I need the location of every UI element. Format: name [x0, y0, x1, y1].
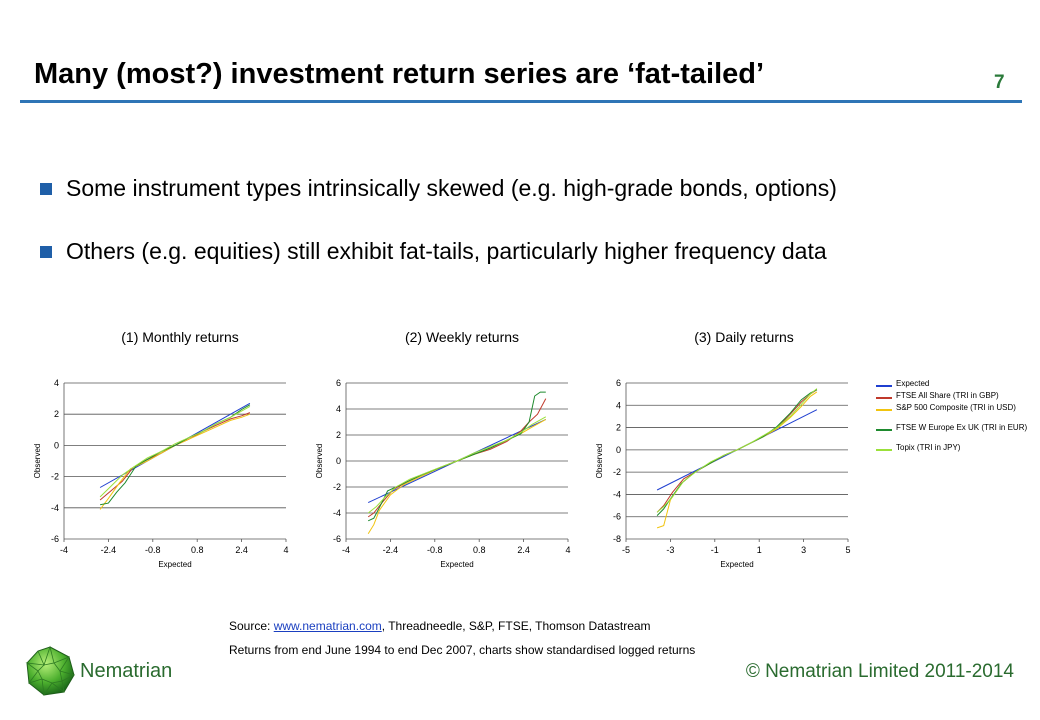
legend-label: FTSE All Share (TRI in GBP) — [896, 391, 999, 400]
x-tick-label: -2.4 — [383, 545, 399, 555]
series-line — [656, 388, 818, 513]
y-tick-label: -2 — [51, 472, 59, 482]
x-tick-label: -4 — [60, 545, 68, 555]
nematrian-logo-icon — [25, 645, 76, 697]
chart-title-monthly: (1) Monthly returns — [121, 329, 239, 345]
y-axis-label: Observed — [315, 444, 324, 479]
chart-title-weekly: (2) Weekly returns — [404, 329, 520, 345]
slide-title: Many (most?) investment return series ar… — [34, 58, 765, 90]
y-tick-label: 4 — [336, 404, 341, 414]
y-tick-label: 2 — [616, 423, 621, 433]
x-tick-label: 1 — [757, 545, 762, 555]
x-tick-label: -5 — [622, 545, 630, 555]
series-line — [367, 391, 546, 522]
y-axis-label: Observed — [33, 444, 42, 479]
y-tick-label: -4 — [333, 508, 341, 518]
y-tick-label: 0 — [616, 445, 621, 455]
x-tick-label: -4 — [342, 545, 350, 555]
series-line — [367, 398, 547, 518]
series-line — [656, 389, 818, 513]
y-tick-label: 2 — [54, 409, 59, 419]
x-tick-label: 0.8 — [473, 545, 486, 555]
series-line — [99, 413, 251, 510]
legend-swatch — [876, 385, 892, 387]
y-tick-label: 2 — [336, 430, 341, 440]
legend-swatch — [876, 429, 892, 431]
x-tick-label: -0.8 — [145, 545, 161, 555]
series-line — [367, 418, 547, 535]
data-note: Returns from end June 1994 to end Dec 20… — [229, 643, 696, 657]
legend-swatch — [876, 449, 892, 451]
legend-label: Topix (TRI in JPY) — [896, 443, 961, 452]
source-rest: , Threadneedle, S&P, FTSE, Thomson Datas… — [381, 619, 651, 633]
y-axis-label: Observed — [595, 444, 604, 479]
title-divider — [20, 100, 1022, 103]
y-tick-label: 0 — [336, 456, 341, 466]
y-tick-label: -2 — [613, 467, 621, 477]
y-tick-label: -6 — [613, 512, 621, 522]
bullet-square-icon — [40, 183, 52, 195]
bullet-text: Some instrument types intrinsically skew… — [66, 175, 837, 201]
bullet-text: Others (e.g. equities) still exhibit fat… — [66, 238, 827, 264]
series-line — [656, 391, 818, 529]
x-tick-label: -1 — [711, 545, 719, 555]
x-tick-label: 3 — [801, 545, 806, 555]
y-tick-label: -6 — [333, 534, 341, 544]
y-tick-label: -4 — [51, 503, 59, 513]
x-tick-label: -2.4 — [101, 545, 117, 555]
brand-name: Nematrian — [80, 660, 173, 682]
legend-label: FTSE W Europe Ex UK (TRI in EUR) — [896, 423, 1028, 432]
x-tick-label: 4 — [565, 545, 570, 555]
series-line — [367, 416, 547, 514]
legend-label: Expected — [896, 379, 930, 388]
y-tick-label: 0 — [54, 440, 59, 450]
y-tick-label: 6 — [616, 378, 621, 388]
series-line — [99, 405, 251, 498]
x-tick-label: -3 — [666, 545, 674, 555]
y-tick-label: 4 — [54, 378, 59, 388]
source-line: Source: www.nematrian.com, Threadneedle,… — [229, 619, 651, 633]
x-axis-label: Expected — [158, 560, 191, 569]
x-axis-label: Expected — [440, 560, 473, 569]
legend-swatch — [876, 397, 892, 399]
chart-title-daily: (3) Daily returns — [694, 329, 794, 345]
series-line — [99, 412, 251, 501]
legend-label: S&P 500 Composite (TRI in USD) — [896, 403, 1016, 412]
source-prefix: Source: — [229, 619, 274, 633]
y-tick-label: -6 — [51, 534, 59, 544]
x-axis-label: Expected — [720, 560, 753, 569]
y-tick-label: 4 — [616, 400, 621, 410]
source-link[interactable]: www.nematrian.com — [273, 619, 382, 633]
y-tick-label: 6 — [336, 378, 341, 388]
x-tick-label: -0.8 — [427, 545, 443, 555]
legend-swatch — [876, 409, 892, 411]
x-tick-label: 5 — [845, 545, 850, 555]
x-tick-label: 2.4 — [517, 545, 530, 555]
copyright: © Nematrian Limited 2011-2014 — [745, 661, 1014, 682]
slide-number: 7 — [994, 72, 1005, 93]
bullet-square-icon — [40, 246, 52, 258]
x-tick-label: 2.4 — [235, 545, 248, 555]
series-line — [656, 389, 818, 516]
y-tick-label: -8 — [613, 534, 621, 544]
x-tick-label: 4 — [283, 545, 288, 555]
x-tick-label: 0.8 — [191, 545, 204, 555]
chart-daily: -8 -6 -4 -2 0 2 4 6 -5 -3 -1 1 3 5 Expected Observed — [595, 378, 851, 569]
y-tick-label: -4 — [613, 489, 621, 499]
y-tick-label: -2 — [333, 482, 341, 492]
